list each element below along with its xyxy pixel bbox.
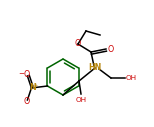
Text: HN: HN [88, 64, 102, 73]
Text: +: + [34, 83, 38, 88]
Text: OH: OH [126, 75, 137, 81]
Text: OH: OH [75, 97, 87, 102]
Text: −: − [18, 71, 24, 77]
Text: N: N [29, 83, 36, 92]
Text: O: O [23, 97, 30, 106]
Text: O: O [75, 39, 81, 49]
Text: O: O [23, 70, 30, 79]
Text: O: O [108, 44, 114, 53]
